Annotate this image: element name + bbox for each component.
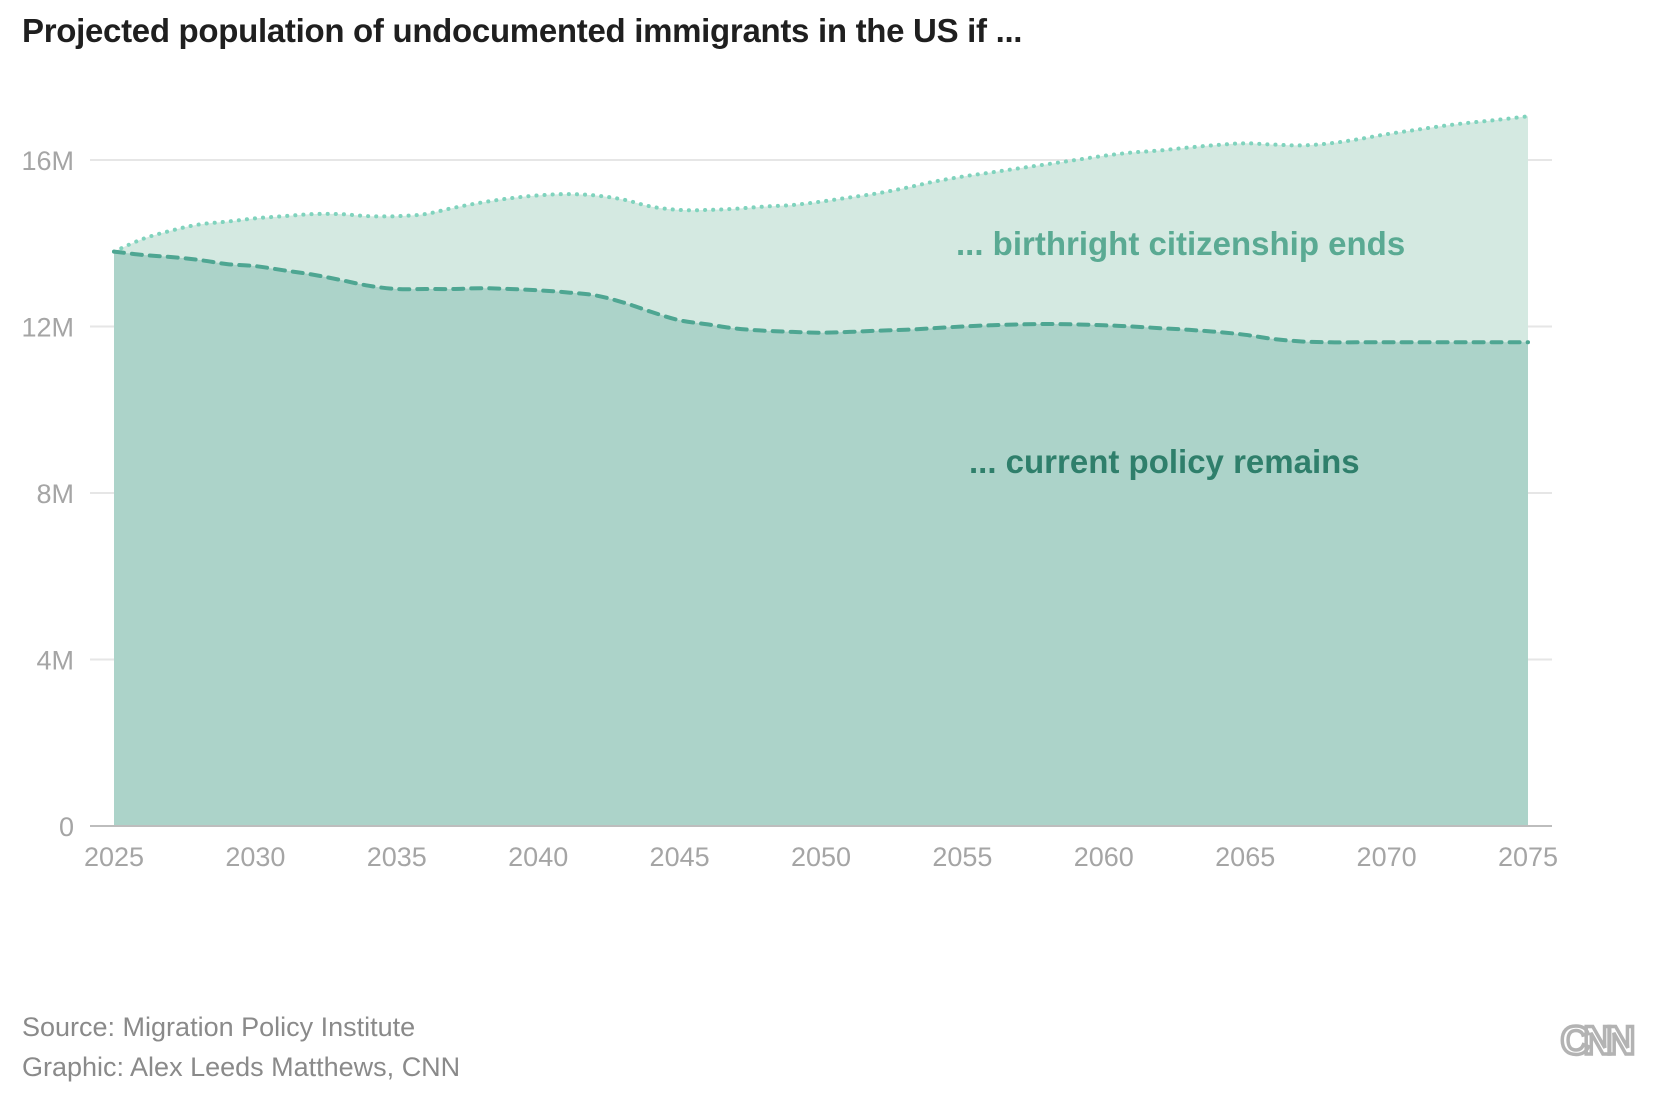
x-tick-label: 2045 [650, 842, 710, 872]
graphic-credit: Graphic: Alex Leeds Matthews, CNN [22, 1052, 461, 1082]
label-current-policy: ... current policy remains [969, 443, 1360, 480]
series-lines [112, 114, 1530, 345]
logo-text: CNN [1561, 1019, 1634, 1063]
x-tick-label: 2065 [1215, 842, 1275, 872]
x-axis-tick-labels: 2025 2030 2035 2040 2045 2050 2055 2060 2065 2070… [84, 842, 1558, 872]
x-tick-label: 2050 [791, 842, 851, 872]
y-axis-tick-labels: 0 4M 8M 12M 16M [21, 146, 74, 842]
y-tick-label: 4M [36, 646, 74, 676]
line-birthright-ends [112, 114, 1530, 254]
series-areas [114, 116, 1528, 827]
y-tick-label: 0 [59, 812, 74, 842]
x-tick-label: 2060 [1074, 842, 1134, 872]
y-tick-label: 16M [21, 146, 74, 176]
line-current-policy [112, 249, 1530, 345]
x-tick-label: 2070 [1357, 842, 1417, 872]
x-tick-label: 2030 [225, 842, 285, 872]
area-current-policy [114, 251, 1528, 827]
source-note: Source: Migration Policy Institute [22, 1012, 416, 1042]
x-tick-label: 2035 [367, 842, 427, 872]
x-tick-label: 2055 [932, 842, 992, 872]
x-tick-label: 2040 [508, 842, 568, 872]
series-labels: ... birthright citizenship ends ... curre… [956, 225, 1405, 480]
chart-title: Projected population of undocumented imm… [22, 12, 1023, 49]
cnn-logo: CNN [1559, 1017, 1640, 1064]
x-tick-label: 2025 [84, 842, 144, 872]
y-tick-label: 12M [21, 313, 74, 343]
x-tick-label: 2075 [1498, 842, 1558, 872]
y-tick-label: 8M [36, 479, 74, 509]
label-birthright-ends: ... birthright citizenship ends [956, 225, 1405, 262]
